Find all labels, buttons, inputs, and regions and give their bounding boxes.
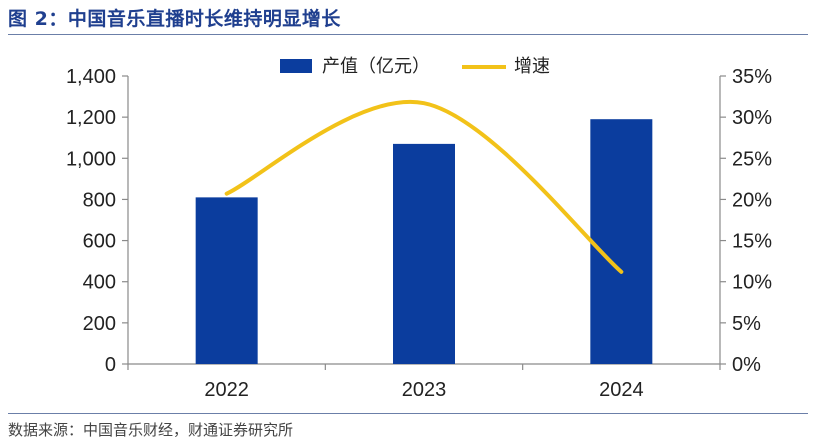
tick-labels: 0 200 400 600 800 1,000 1,200 1,400 0% 5% 10% 15% 20… [66,66,772,401]
bar-2022 [195,197,258,364]
legend-swatch-bar [280,59,312,73]
left-tick-label: 600 [83,231,116,253]
combo-chart: 产值（亿元） 增速 0 200 400 600 800 1,000 1,200 1,400 0%… [66,56,772,401]
bar-2023 [393,143,455,364]
left-tick-label: 800 [83,189,116,211]
right-tick-label: 30% [732,107,772,129]
x-tick-label: 2022 [204,379,249,401]
left-tick-label: 1,000 [66,148,116,170]
left-tick-label: 1,200 [66,107,116,129]
growth-rate-line [224,99,624,274]
right-tick-label: 25% [732,148,772,170]
legend-label-line: 增速 [514,56,550,76]
legend-label-bar: 产值（亿元） [322,56,430,76]
right-tick-label: 15% [732,231,772,253]
bar-2024 [590,119,653,364]
x-tick-label: 2024 [599,379,644,401]
right-tick-label: 20% [732,189,772,211]
left-tick-label: 0 [105,354,116,376]
figure-title: 图 2：中国音乐直播时长维持明显增长 [8,8,341,30]
title-divider [8,34,808,35]
left-tick-label: 200 [83,313,116,335]
right-tick-label: 10% [732,272,772,294]
legend: 产值（亿元） 增速 [280,56,550,76]
source-note: 数据来源：中国音乐财经，财通证券研究所 [8,421,294,439]
source-divider [8,413,808,414]
right-tick-label: 5% [732,313,761,335]
right-tick-label: 35% [732,66,772,88]
right-tick-label: 0% [732,354,761,376]
x-tick-label: 2023 [402,379,447,401]
bar-series [195,119,653,364]
left-tick-label: 400 [83,272,116,294]
left-tick-label: 1,400 [66,66,116,88]
